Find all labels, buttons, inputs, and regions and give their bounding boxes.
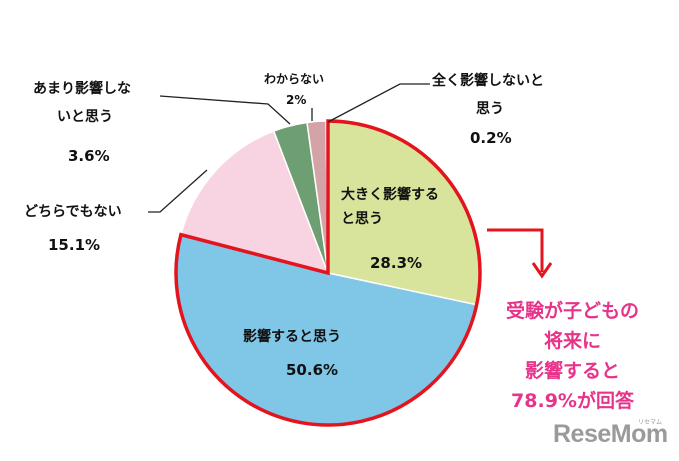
label-little-line2: いと思う	[57, 109, 113, 125]
leader-line-little	[159, 95, 291, 125]
pie-slices	[175, 120, 481, 426]
leader-line-none	[327, 83, 430, 123]
callout-line1: 受験が子どもの	[505, 300, 639, 322]
value-little: 3.6%	[68, 147, 110, 165]
callout-text: 受験が子どもの 将来に 影響すると 78.9%が回答	[480, 296, 665, 416]
label-affect: 影響すると思う	[243, 329, 341, 345]
value-unknown: 2%	[286, 93, 307, 107]
label-little: あまり影響しな いと思う	[33, 80, 131, 126]
label-little-line1: あまり影響しな	[33, 81, 131, 97]
brand-logo-kana: リセマム	[638, 419, 663, 426]
callout-arrow	[487, 228, 553, 279]
callout-line3: 影響すると	[524, 360, 620, 382]
label-big-line2: と思う	[341, 211, 383, 227]
value-affect: 50.6%	[286, 361, 339, 379]
label-big-line1: 大きく影響する	[341, 187, 439, 203]
value-big: 28.3%	[370, 254, 423, 272]
leader-lines	[148, 83, 430, 213]
callout-line2: 将来に	[543, 330, 601, 352]
highlight-outline	[174, 119, 482, 427]
label-none-line2: 思う	[476, 101, 504, 117]
callout-line4: 78.9%が回答	[511, 390, 634, 412]
label-big: 大きく影響する と思う	[341, 186, 439, 228]
label-none-line1: 全く影響しないと	[432, 73, 544, 89]
brand-logo: ReseMom	[553, 420, 668, 448]
pie-slice-2	[179, 130, 330, 275]
value-neither: 15.1%	[48, 236, 101, 254]
value-none: 0.2%	[470, 129, 512, 147]
leader-line-neither	[148, 169, 208, 213]
label-none: 全く影響しないと 思う	[432, 72, 544, 118]
label-neither: どちらでもない	[24, 204, 122, 220]
label-unknown: わからない	[264, 72, 325, 86]
